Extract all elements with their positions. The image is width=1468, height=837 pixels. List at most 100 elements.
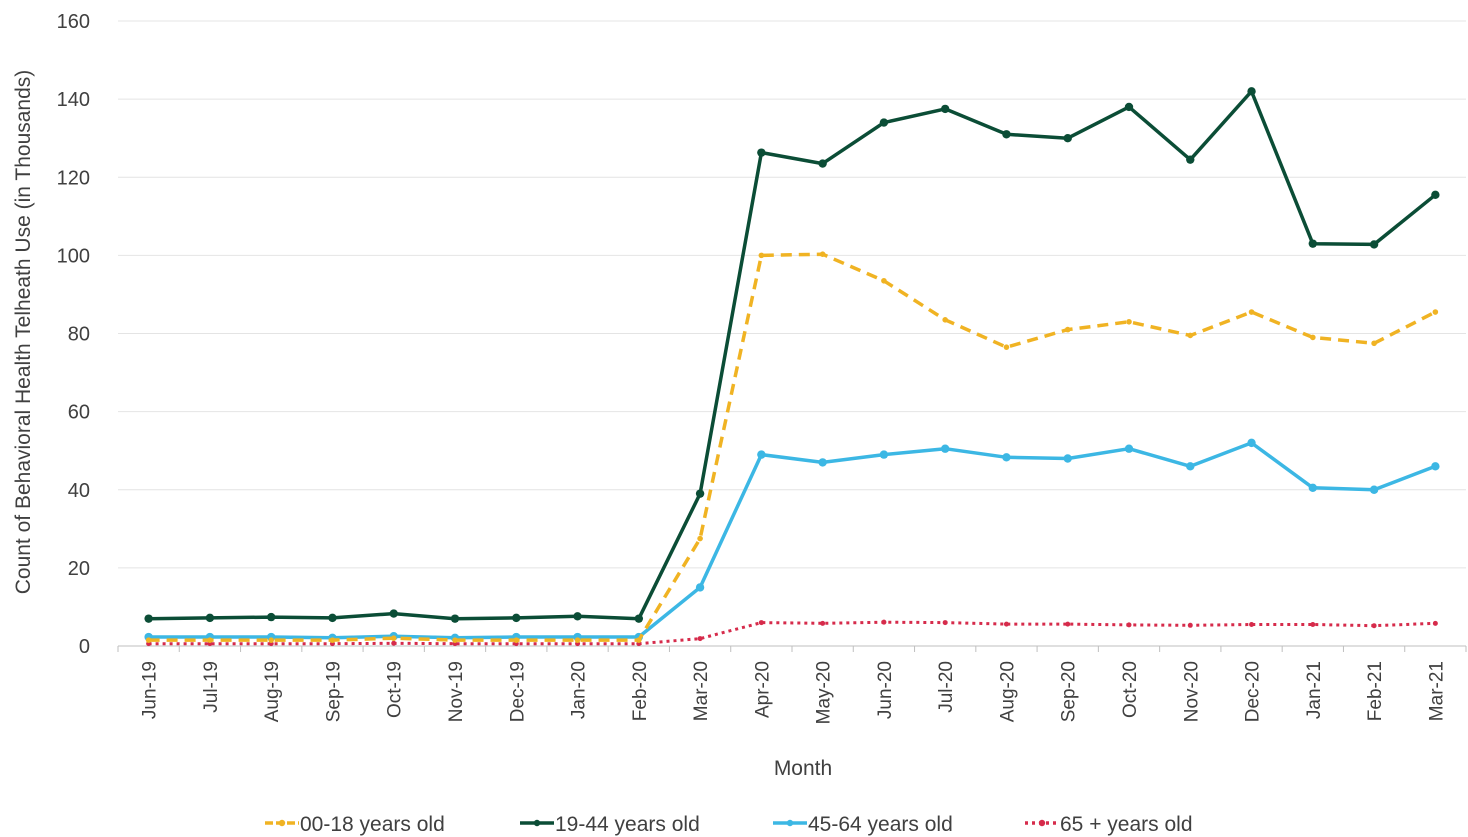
legend-label: 65 + years old — [1060, 813, 1193, 836]
data-point — [1186, 462, 1195, 471]
legend-marker — [533, 819, 541, 827]
data-point — [697, 535, 703, 542]
data-point — [1187, 332, 1194, 339]
data-point — [757, 148, 766, 157]
data-point — [757, 450, 766, 459]
data-point — [1003, 621, 1009, 627]
data-point — [1124, 102, 1134, 112]
data-point — [1432, 309, 1439, 315]
data-point — [1432, 620, 1438, 626]
data-point — [1064, 326, 1071, 333]
data-point — [1248, 309, 1255, 315]
data-point — [1371, 623, 1377, 629]
x-tick-label: Sep-20 — [1059, 661, 1080, 722]
data-point — [1310, 334, 1316, 341]
data-point — [942, 317, 948, 323]
data-point — [695, 583, 705, 592]
data-point — [390, 635, 397, 641]
y-tick-label: 120 — [57, 167, 90, 189]
data-point — [881, 619, 887, 625]
x-tick-label: Apr-20 — [752, 661, 773, 718]
data-point — [1310, 622, 1316, 628]
x-tick-label: Feb-20 — [630, 661, 651, 721]
y-tick-label: 60 — [68, 402, 90, 424]
series-line — [148, 89, 1437, 621]
data-point — [1126, 622, 1132, 628]
data-point — [940, 104, 950, 114]
data-point — [266, 612, 276, 622]
y-tick-label: 0 — [79, 636, 90, 658]
data-point — [1126, 318, 1132, 325]
data-point — [1186, 155, 1195, 164]
data-point — [818, 159, 827, 168]
data-point — [450, 614, 460, 623]
data-point — [1369, 240, 1379, 249]
x-tick-label: Jun-20 — [875, 661, 896, 719]
x-tick-label: Jan-21 — [1304, 661, 1325, 719]
data-point — [328, 613, 337, 623]
data-point — [942, 620, 948, 626]
data-point — [1002, 130, 1011, 139]
legend-item: 00-18 years old — [265, 813, 445, 836]
series-1 — [144, 87, 1440, 623]
x-axis-title: Month — [774, 757, 832, 780]
y-tick-label: 20 — [68, 558, 90, 580]
legend-marker — [786, 819, 794, 827]
data-point — [1187, 622, 1193, 628]
x-tick-label: Mar-20 — [691, 661, 712, 721]
y-tick-label: 160 — [57, 11, 90, 33]
data-point — [1308, 239, 1318, 248]
x-axis: Jun-19 Jul-19 Aug-19 Sep-19 Oct-19 Nov-19 Dec-… — [117, 645, 1467, 724]
x-tick-label: Jun-19 — [140, 661, 161, 719]
data-point — [452, 637, 458, 643]
data-point — [573, 612, 582, 621]
data-point — [879, 450, 889, 459]
x-tick-label: Jul-20 — [936, 661, 957, 713]
x-tick-label: Oct-19 — [385, 661, 406, 718]
data-point — [145, 637, 152, 643]
data-point — [513, 637, 520, 643]
legend-marker — [278, 819, 286, 827]
x-tick-label: Aug-19 — [262, 661, 283, 722]
data-point — [268, 637, 274, 643]
data-point — [940, 444, 950, 453]
legend-label: 45-64 years old — [808, 813, 953, 836]
x-tick-label: May-20 — [814, 661, 835, 724]
x-tick-label: Jan-20 — [569, 661, 590, 719]
x-tick-label: Sep-19 — [323, 661, 344, 722]
legend: 00-18 years old 19-44 years old 45-64 year… — [265, 813, 1193, 836]
y-tick-label: 100 — [57, 245, 90, 267]
data-point — [1003, 344, 1010, 350]
y-axis-ticks: 0 20 40 60 80 100 120 140 160 — [57, 11, 90, 658]
series-3 — [146, 619, 1438, 647]
series-lines — [144, 87, 1440, 647]
data-point — [758, 620, 764, 626]
data-point — [1308, 483, 1318, 492]
data-point — [879, 118, 889, 127]
x-tick-label: Dec-20 — [1243, 661, 1264, 722]
x-tick-label: Dec-19 — [507, 661, 528, 722]
y-axis-title: Count of Behavioral Health Telheath Use … — [12, 70, 35, 595]
y-tick-label: 140 — [57, 89, 90, 111]
x-tick-label: Feb-21 — [1365, 661, 1386, 721]
data-point — [1063, 133, 1072, 143]
x-tick-label: Nov-19 — [446, 661, 467, 722]
data-point — [1431, 462, 1440, 471]
series-0 — [145, 251, 1439, 643]
y-tick-label: 40 — [68, 480, 90, 502]
data-point — [634, 614, 644, 623]
data-point — [1124, 444, 1134, 453]
data-point — [329, 637, 336, 643]
y-tick-label: 80 — [68, 324, 90, 346]
series-line — [148, 620, 1436, 646]
data-point — [144, 614, 153, 623]
data-point — [820, 620, 826, 626]
data-point — [1247, 438, 1256, 448]
data-point — [1247, 87, 1256, 96]
data-point — [207, 637, 213, 643]
legend-item: 65 + years old — [1025, 813, 1193, 836]
x-tick-label: Oct-20 — [1120, 661, 1141, 718]
legend-label: 19-44 years old — [555, 813, 700, 836]
x-tick-label: Aug-20 — [997, 661, 1018, 722]
